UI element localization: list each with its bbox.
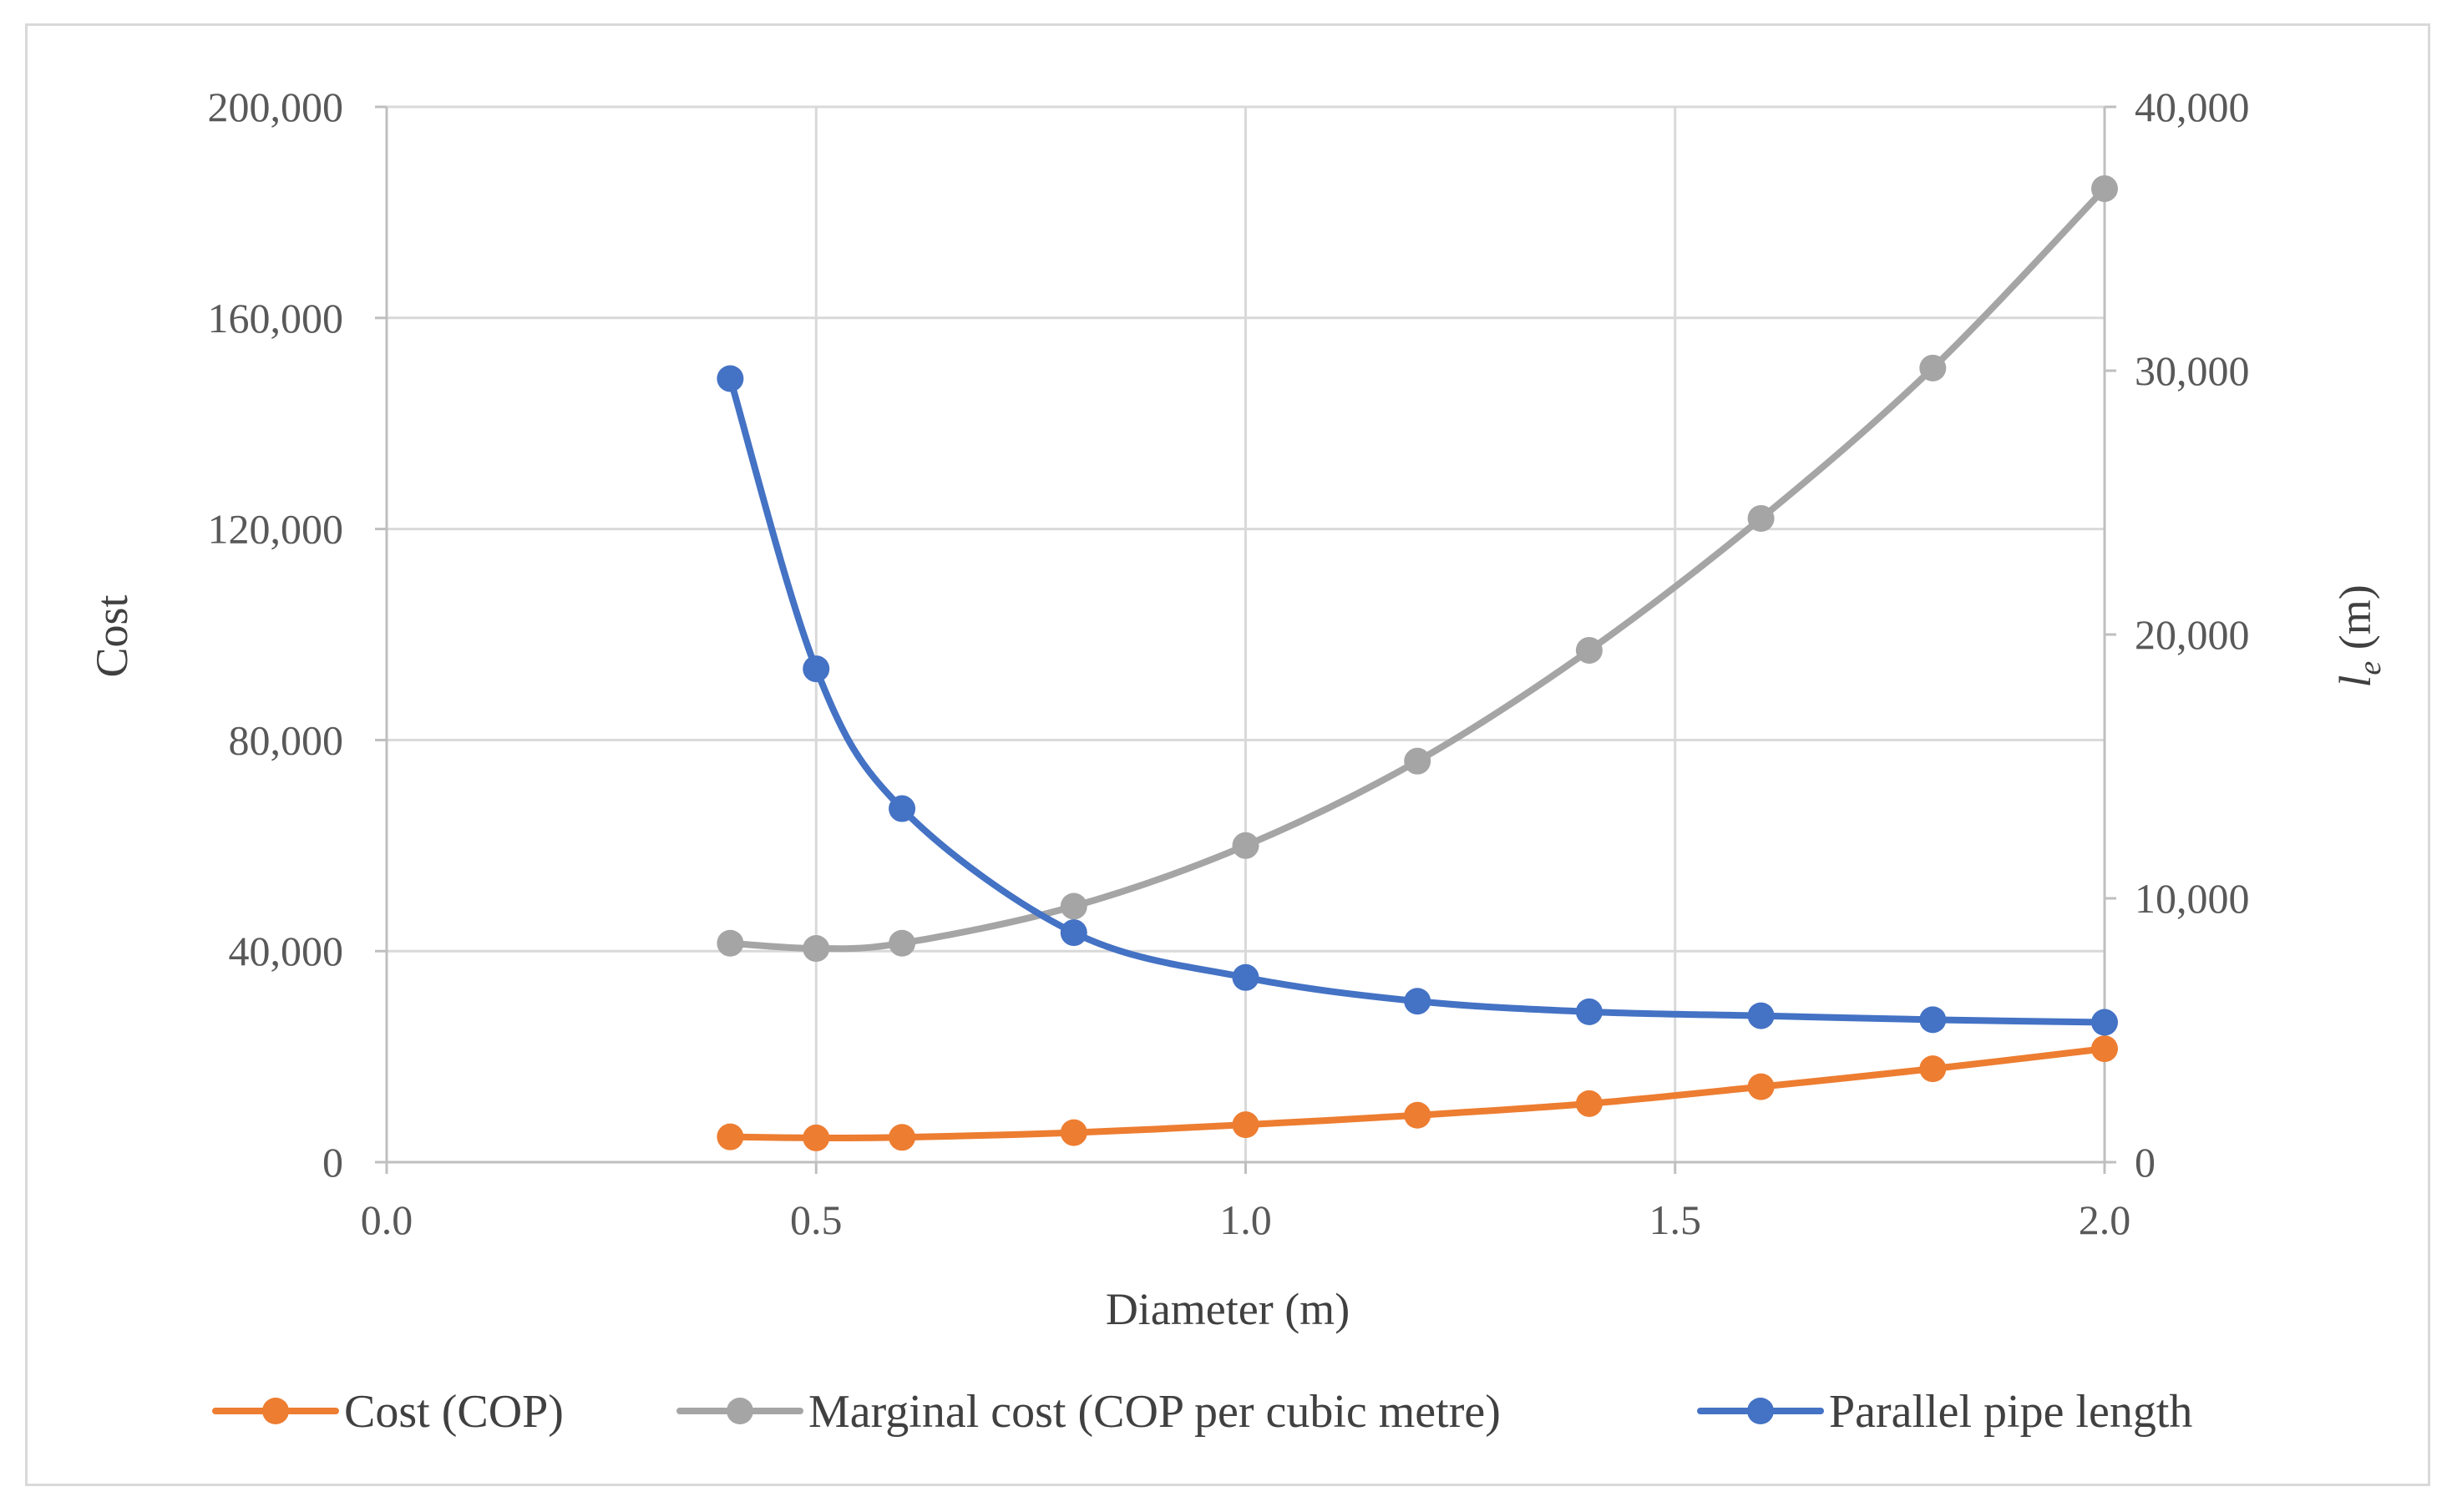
y2-axis-title: le (m): [2330, 584, 2388, 687]
legend-label: Marginal cost (COP per cubic metre): [808, 1386, 1501, 1438]
legend-marker: [262, 1398, 289, 1424]
y-axis-title: Cost: [87, 594, 137, 677]
data-point: [1404, 988, 1431, 1015]
y2-tick-label: 20,000: [2135, 611, 2250, 658]
legend-label: Parallel pipe length: [1829, 1386, 2192, 1438]
data-point: [803, 1124, 830, 1151]
x-tick-label: 1.0: [1219, 1196, 1272, 1243]
y2-axis-title-sub: e: [2353, 661, 2388, 675]
legend-marker: [727, 1398, 753, 1424]
data-point: [1232, 1111, 1259, 1139]
data-point: [1575, 1090, 1603, 1117]
legend-item-1: Cost (COP): [212, 1386, 564, 1438]
data-point: [1232, 963, 1259, 991]
data-point: [889, 1124, 916, 1151]
data-point: [717, 929, 744, 957]
data-point: [1919, 354, 1947, 382]
data-point: [1747, 1073, 1775, 1100]
y-tick-label: 200,000: [208, 83, 344, 130]
data-point: [803, 935, 830, 963]
data-point: [889, 929, 916, 957]
x-tick-label: 0.0: [361, 1196, 413, 1243]
series-line: [727, 185, 2108, 953]
y2-tick-label: 10,000: [2135, 875, 2250, 922]
data-point: [1919, 1055, 1947, 1083]
data-point: [803, 655, 830, 683]
data-point: [1404, 747, 1431, 775]
data-point: [1232, 832, 1259, 859]
y2-axis-title-unit: (m): [2330, 584, 2380, 660]
x-axis-title: Diameter (m): [1106, 1284, 1350, 1334]
y-tick-label: 120,000: [208, 506, 344, 553]
data-point: [717, 1123, 744, 1150]
y-tick-label: 80,000: [229, 716, 344, 763]
y-tick-label: 160,000: [208, 295, 344, 341]
data-point: [1060, 919, 1087, 947]
y2-tick-label: 0: [2135, 1139, 2156, 1186]
data-point: [1575, 636, 1603, 664]
legend-item-3: Parallel pipe length: [1697, 1386, 2192, 1438]
y2-tick-label: 30,000: [2135, 347, 2250, 394]
data-point: [2091, 1035, 2118, 1063]
x-tick-label: 1.5: [1649, 1196, 1702, 1243]
data-point: [1919, 1006, 1947, 1034]
legend: Cost (COP) Marginal cost (COP per cubic m…: [212, 1386, 2192, 1438]
data-point: [1575, 998, 1603, 1025]
data-point: [1060, 1119, 1087, 1146]
gridlines: [387, 105, 2105, 1162]
series-3: [717, 365, 2118, 1036]
data-point: [889, 795, 916, 822]
data-point: [2091, 174, 2118, 202]
x-tick-label: 2.0: [2079, 1196, 2131, 1243]
series-layer: [717, 174, 2118, 1151]
data-point: [1747, 504, 1775, 532]
y2-tick-label: 40,000: [2135, 83, 2250, 130]
y-tick-label: 40,000: [229, 928, 344, 974]
data-point: [2091, 1009, 2118, 1036]
y2-axis-title-main: l: [2330, 675, 2380, 688]
data-point: [1404, 1101, 1431, 1129]
legend-label: Cost (COP): [344, 1386, 564, 1438]
axes: 0 40,000 80,000 120,000 160,000 200,000 0.0 0.5…: [208, 83, 2250, 1243]
series-1: [717, 1035, 2118, 1151]
data-point: [1060, 893, 1087, 920]
data-point: [1747, 1002, 1775, 1029]
legend-item-2: Marginal cost (COP per cubic metre): [676, 1386, 1501, 1438]
data-point: [717, 365, 744, 392]
series-2: [717, 174, 2118, 963]
y-tick-label: 0: [322, 1139, 343, 1186]
legend-marker: [1747, 1398, 1774, 1424]
series-line: [727, 375, 2108, 1026]
x-tick-label: 0.5: [790, 1196, 843, 1243]
